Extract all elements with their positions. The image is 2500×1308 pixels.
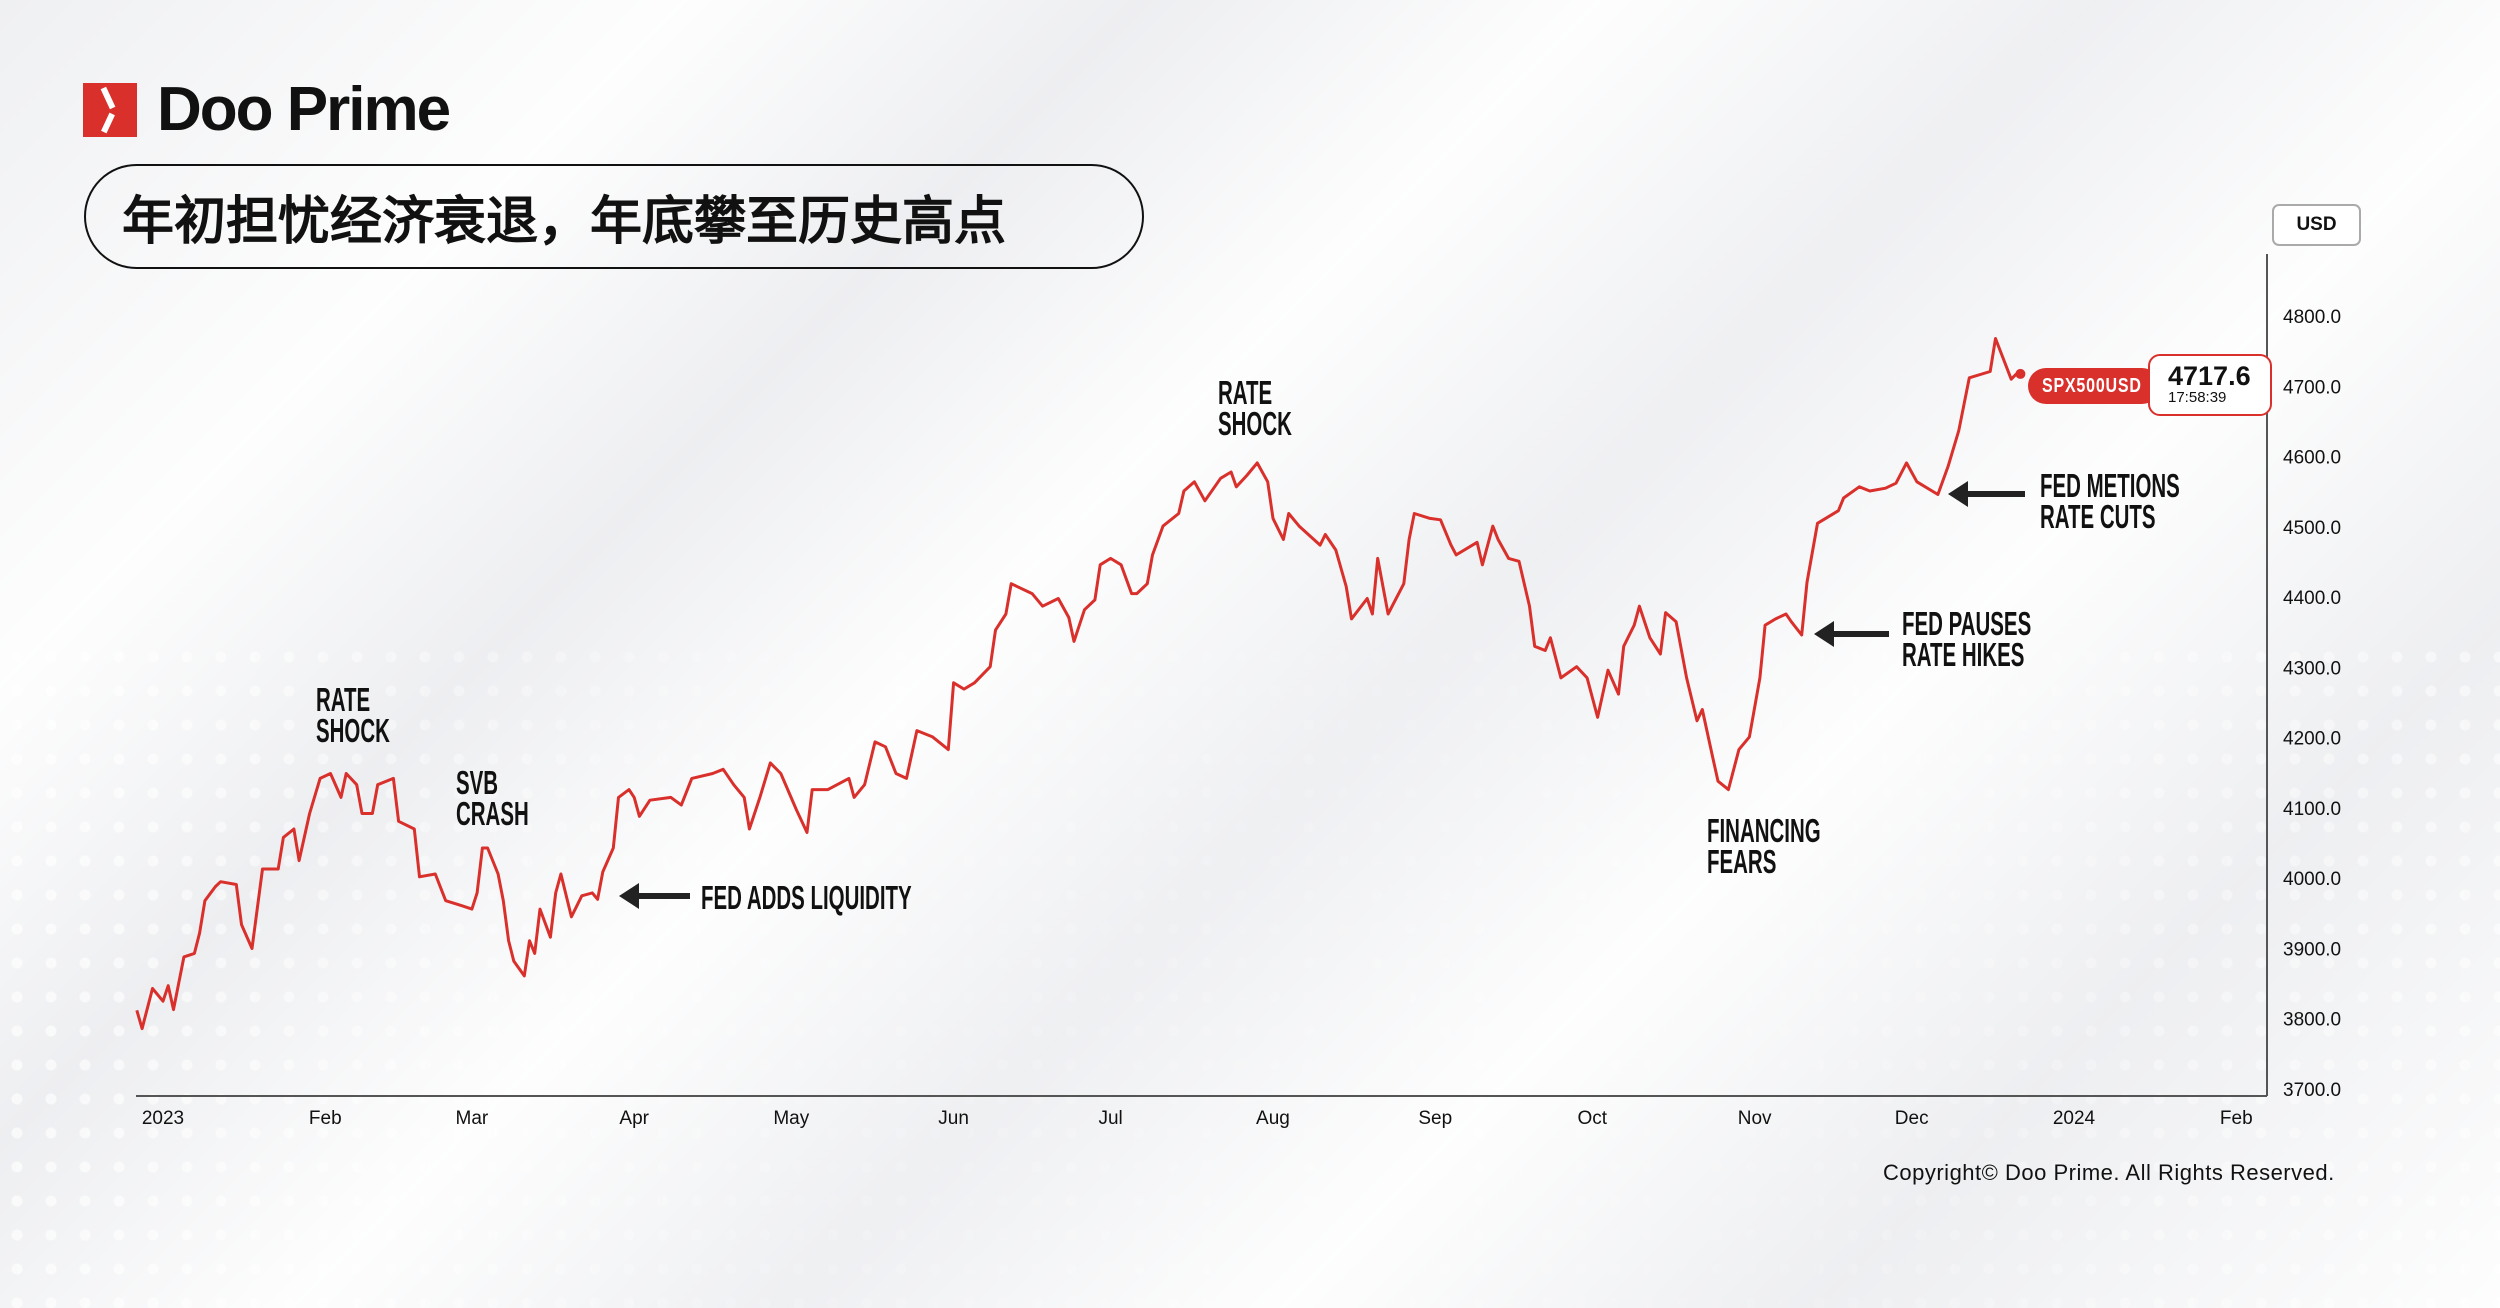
annotation-line: CRASH [456, 795, 529, 832]
arrow-left-icon [1814, 621, 1834, 647]
title-banner: 年初担忧经济衰退，年底攀至历史高点 [84, 164, 1144, 269]
y-tick-label: 4600.0 [2283, 448, 2341, 469]
x-tick-label: Apr [619, 1108, 649, 1129]
annotation-line: FED ADDS LIQUIDITY [701, 879, 912, 916]
annotation-line: SHOCK [1218, 405, 1292, 442]
y-tick-label: 3700.0 [2283, 1080, 2341, 1101]
price-time: 17:58:39 [2168, 389, 2227, 406]
x-tick-label: May [773, 1108, 809, 1129]
symbol-label: SPX500USD [2042, 374, 2142, 397]
x-tick-label: Feb [309, 1108, 342, 1129]
brand-logo: Doo Prime [83, 75, 451, 144]
annotation-line: RATE CUTS [2040, 498, 2156, 535]
annotation-label: RATE SHOCK [316, 681, 390, 749]
x-tick-label: Nov [1738, 1108, 1772, 1129]
annotation-line: FEARS [1707, 843, 1777, 880]
arrow-left-icon [619, 883, 639, 909]
background-dots [0, 640, 2500, 1308]
annotation-label: FED ADDS LIQUIDITY [701, 879, 912, 916]
y-tick-label: 3800.0 [2283, 1010, 2341, 1031]
annotation-label: SVB CRASH [456, 764, 529, 832]
arrow-left-icon [1948, 481, 1968, 507]
symbol-badge: SPX500USD [2028, 368, 2160, 404]
y-tick-label: 4800.0 [2283, 307, 2341, 328]
y-tick-label: 4300.0 [2283, 658, 2341, 679]
copyright: Copyright© Doo Prime. All Rights Reserve… [1883, 1160, 2335, 1185]
current-price: 4717.6 [2168, 361, 2251, 391]
x-tick-label: Jul [1098, 1108, 1122, 1129]
last-price-dot [2015, 368, 2026, 379]
page-title: 年初担忧经济衰退，年底攀至历史高点 [122, 193, 1007, 251]
y-tick-label: 3900.0 [2283, 939, 2341, 960]
price-line [135, 337, 2018, 1031]
annotation-label: FED PAUSES RATE HIKES [1902, 605, 2032, 673]
y-tick-label: 4100.0 [2283, 799, 2341, 820]
annotation-label: RATE SHOCK [1218, 374, 1292, 442]
annotation-line: SHOCK [316, 712, 390, 749]
annotation-label: FED METIONS RATE CUTS [2040, 467, 2180, 535]
x-tick-label: Sep [1418, 1108, 1452, 1129]
x-tick-label: Aug [1256, 1108, 1290, 1129]
price-tag: 4717.6 17:58:39 [2148, 354, 2272, 416]
annotation-line: FED METIONS [2040, 467, 2180, 504]
logo-mark-icon [83, 83, 137, 137]
x-tick-label: Mar [456, 1108, 489, 1129]
annotation-line: RATE HIKES [1902, 636, 2025, 673]
y-tick-label: 4500.0 [2283, 518, 2341, 539]
currency-button[interactable]: USD [2272, 204, 2361, 246]
x-tick-label: 2023 [142, 1108, 184, 1129]
logo-text: Doo Prime [157, 75, 451, 144]
annotation-line: SVB [456, 764, 499, 801]
x-tick-label: Jun [938, 1108, 969, 1129]
annotation-line: RATE [1218, 374, 1273, 411]
annotation-label: FINANCING FEARS [1707, 812, 1821, 880]
annotation-line: FED PAUSES [1902, 605, 2032, 642]
annotation-line: RATE [316, 681, 371, 718]
x-tick-label: Dec [1895, 1108, 1929, 1129]
x-tick-label: Oct [1578, 1108, 1608, 1129]
y-tick-label: 4400.0 [2283, 588, 2341, 609]
y-tick-label: 4000.0 [2283, 869, 2341, 890]
annotation-line: FINANCING [1707, 812, 1821, 849]
x-tick-label: Feb [2220, 1108, 2253, 1129]
y-tick-label: 4200.0 [2283, 729, 2341, 750]
x-tick-label: 2024 [2053, 1108, 2096, 1129]
y-tick-label: 4700.0 [2283, 377, 2341, 398]
